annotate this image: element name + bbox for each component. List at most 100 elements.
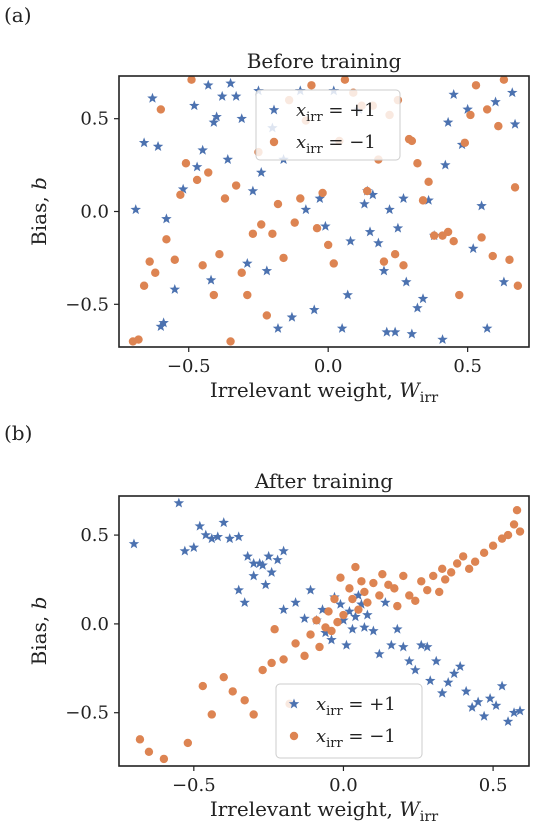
circle-point [443, 227, 453, 237]
star-point [188, 542, 200, 552]
circle-point [441, 575, 450, 584]
star-point [448, 668, 460, 679]
circle-point [363, 598, 372, 607]
circle-point [455, 290, 464, 300]
legend-circle-icon [269, 137, 279, 147]
star-point [317, 604, 328, 615]
star-point [203, 79, 214, 90]
star-point [389, 326, 401, 337]
star-point [216, 90, 228, 101]
star-point [230, 90, 242, 101]
star-point [336, 322, 348, 333]
x-tick-label: −0.5 [172, 775, 216, 796]
star-point [356, 598, 367, 609]
circle-point [340, 75, 350, 84]
star-point [373, 237, 384, 248]
star-point [442, 116, 454, 127]
circle-point [159, 754, 169, 764]
star-point [398, 641, 409, 652]
star-point [256, 167, 267, 177]
circle-point [262, 311, 272, 320]
circle-point [243, 290, 252, 300]
star-point [169, 283, 181, 294]
star-point [225, 77, 236, 88]
circle-point [231, 181, 241, 190]
circle-point [429, 231, 439, 240]
data-points [128, 497, 526, 764]
star-point [392, 623, 403, 634]
star-point [364, 226, 376, 237]
star-point [359, 621, 370, 632]
circle-point [162, 235, 171, 244]
y-axis-label: Bias, b [27, 177, 51, 246]
legend-box [275, 683, 423, 759]
star-point [236, 113, 247, 124]
star-point [350, 611, 361, 622]
scatter-panel-a: (a) Before training −0.5 0.0 0.5 −0.5 0.0 0.5 Ir… [4, 3, 530, 406]
star-point [161, 213, 172, 224]
star-point [173, 497, 185, 508]
star-point [344, 605, 355, 616]
star-point [222, 154, 234, 164]
legend-entry-label: xirr = +1 [296, 100, 376, 125]
circle-point [183, 738, 193, 748]
circle-point [510, 183, 520, 192]
circle-point [418, 196, 428, 205]
star-point [498, 276, 510, 287]
star-point [472, 696, 484, 707]
star-point [177, 183, 189, 194]
star-point [496, 680, 508, 691]
circle-point [170, 255, 179, 264]
circle-point [413, 159, 422, 168]
legend-entry-label: xirr = +1 [316, 694, 396, 719]
circle-point [144, 747, 154, 756]
circle-point [503, 530, 513, 540]
circle-point [466, 110, 475, 120]
star-point [448, 89, 459, 100]
star-point [218, 517, 229, 528]
star-point [341, 639, 352, 650]
legend-box [255, 89, 401, 161]
legend-entry-label: xirr = −1 [316, 726, 396, 751]
y-tick-label: 0.5 [80, 109, 109, 130]
circle-point [270, 625, 279, 634]
legend: xirr = +1 xirr = −1 [275, 683, 423, 759]
star-point [422, 641, 433, 652]
circle-point [228, 687, 237, 696]
star-point [490, 700, 502, 711]
circle-point [258, 665, 267, 675]
star-point [362, 609, 373, 620]
star-point [398, 193, 409, 203]
star-point [257, 559, 268, 570]
circle-point [323, 240, 333, 250]
circle-point [249, 710, 258, 719]
star-point [417, 293, 429, 304]
star-point [431, 655, 442, 666]
circle-point [315, 642, 324, 652]
circle-point [354, 605, 363, 614]
star-point [261, 265, 273, 276]
circle-point [470, 557, 480, 566]
star-point [224, 533, 235, 544]
star-point [484, 693, 496, 703]
star-point [128, 538, 140, 549]
x-tick-label: −0.5 [167, 356, 211, 377]
circle-point [499, 75, 509, 84]
circle-point [215, 249, 224, 259]
star-point [378, 265, 390, 276]
circle-point [134, 335, 143, 344]
star-point [466, 701, 478, 712]
y-tick-label: −0.5 [65, 294, 109, 315]
star-point [272, 322, 284, 333]
star-point [247, 185, 259, 196]
star-point [460, 685, 472, 696]
circle-point [390, 584, 399, 593]
circle-point [329, 259, 338, 268]
star-point [205, 274, 217, 285]
circle-point [488, 541, 498, 550]
circle-point [290, 218, 299, 227]
star-point [368, 625, 379, 636]
star-point [305, 584, 316, 595]
star-point [248, 558, 259, 568]
circle-point [209, 290, 219, 300]
